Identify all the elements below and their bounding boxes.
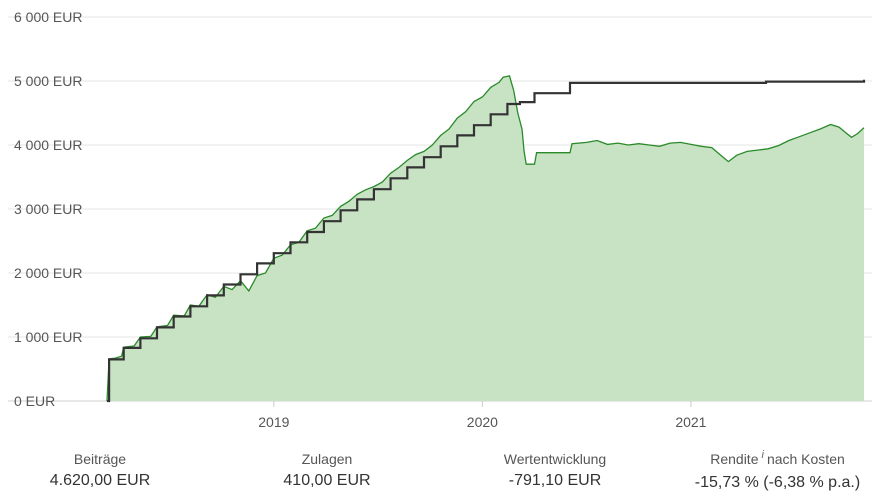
x-tick-label: 2021 (675, 414, 706, 430)
stat-label: Rendite i nach Kosten (690, 448, 865, 472)
y-tick-label: 2 000 EUR (14, 265, 82, 281)
y-tick-label: 1 000 EUR (14, 329, 82, 345)
stat-label-suffix: nach Kosten (766, 451, 845, 467)
stat-zulagen: Zulagen 410,00 EUR (247, 448, 407, 492)
info-icon[interactable]: i (761, 449, 764, 461)
x-tick-label: 2020 (467, 414, 498, 430)
value-line (106, 75, 865, 402)
stat-value: 410,00 EUR (283, 472, 371, 489)
stat-label: Beiträge (73, 451, 127, 467)
chart-series (106, 75, 866, 403)
x-axis-ticks: 2019 2020 2021 (258, 401, 707, 430)
y-tick-label: 0 EUR (14, 393, 55, 409)
stat-value: -791,10 EUR (508, 472, 602, 489)
x-tick-label: 2019 (258, 414, 289, 430)
stat-label: Wertentwicklung (503, 451, 607, 467)
y-tick-label: 3 000 EUR (14, 201, 82, 217)
stat-label: Zulagen (301, 451, 353, 467)
stat-rendite: Rendite i nach Kosten -15,73 % (-6,38 % p.… (690, 448, 865, 494)
summary-stats: Beiträge 4.620,00 EUR Zulagen 410,00 EUR… (0, 448, 875, 501)
y-tick-label: 5 000 EUR (14, 73, 82, 89)
stat-label-text: Rendite (710, 451, 759, 467)
value-area-fill (107, 75, 864, 402)
stat-value: 4.620,00 EUR (49, 472, 151, 489)
stat-wertentwicklung: Wertentwicklung -791,10 EUR (470, 448, 640, 492)
contributions-step-line (107, 79, 866, 403)
stat-value: -15,73 % (-6,38 % p.a.) (694, 474, 861, 491)
y-tick-label: 6 000 EUR (14, 9, 82, 25)
performance-chart: 0 EUR 1 000 EUR 2 000 EUR 3 000 EUR 4 000 EU… (8, 9, 872, 430)
y-axis-ticks: 0 EUR 1 000 EUR 2 000 EUR 3 000 EUR 4 000 EU… (14, 9, 82, 409)
y-tick-label: 4 000 EUR (14, 137, 82, 153)
stat-beitraege: Beiträge 4.620,00 EUR (20, 448, 180, 492)
